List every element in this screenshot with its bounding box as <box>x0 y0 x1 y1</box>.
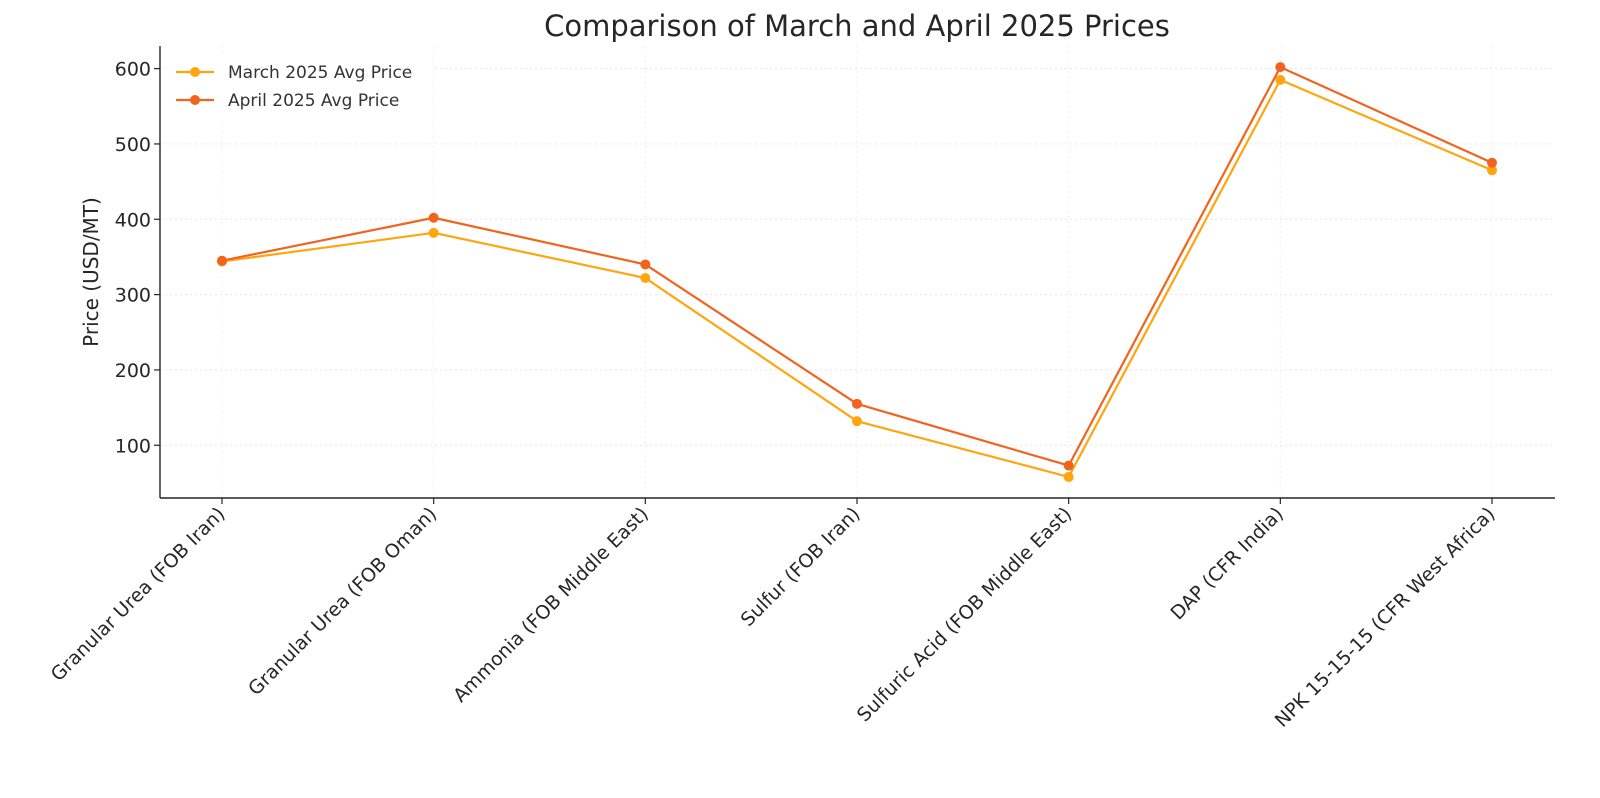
x-tick-label: NPK 15-15-15 (CFR West Africa) <box>1271 503 1500 732</box>
x-tick-label: Sulfur (FOB Iran) <box>737 503 865 631</box>
y-axis-label: Price (USD/MT) <box>79 197 103 347</box>
data-point <box>852 398 862 409</box>
y-tick-label: 100 <box>115 435 151 457</box>
data-point <box>1275 62 1286 73</box>
legend-label: March 2025 Avg Price <box>228 63 412 83</box>
data-point <box>428 227 439 238</box>
x-tick-label: DAP (CFR India) <box>1166 503 1287 624</box>
data-point <box>640 273 651 284</box>
legend-marker <box>190 95 200 105</box>
y-tick-label: 500 <box>115 134 151 156</box>
chart-title: Comparison of March and April 2025 Price… <box>544 9 1170 43</box>
legend-marker <box>190 67 200 77</box>
y-axis-ticks: 100 200 300 400 500 600 <box>115 59 160 457</box>
legend: March 2025 Avg Price April 2025 Avg Price <box>166 56 432 118</box>
data-point <box>1275 74 1286 85</box>
data-point <box>217 255 227 266</box>
data-point <box>428 212 439 223</box>
x-tick-label: Granular Urea (FOB Iran) <box>47 503 230 686</box>
grid-lines <box>160 46 1555 498</box>
legend-box <box>166 56 432 118</box>
series-2 <box>217 62 1497 471</box>
data-point <box>1487 157 1497 168</box>
x-axis-ticks: Granular Urea (FOB Iran) Granular Urea (F… <box>47 498 1500 732</box>
y-tick-label: 300 <box>115 285 151 307</box>
y-tick-label: 400 <box>115 209 151 231</box>
x-tick-label: Ammonia (FOB Middle East) <box>449 503 653 707</box>
x-tick-label: Sulfuric Acid (FOB Middle East) <box>853 503 1076 726</box>
data-point <box>852 416 862 427</box>
data-point <box>1063 460 1074 471</box>
x-tick-label: Granular Urea (FOB Oman) <box>244 503 441 700</box>
y-tick-label: 200 <box>115 360 151 382</box>
data-point <box>640 259 651 270</box>
series-1 <box>217 74 1497 482</box>
legend-label: April 2025 Avg Price <box>228 91 399 111</box>
data-point <box>1487 165 1497 176</box>
series-layer <box>217 62 1497 482</box>
y-tick-label: 600 <box>115 59 151 81</box>
data-point <box>1063 471 1074 482</box>
